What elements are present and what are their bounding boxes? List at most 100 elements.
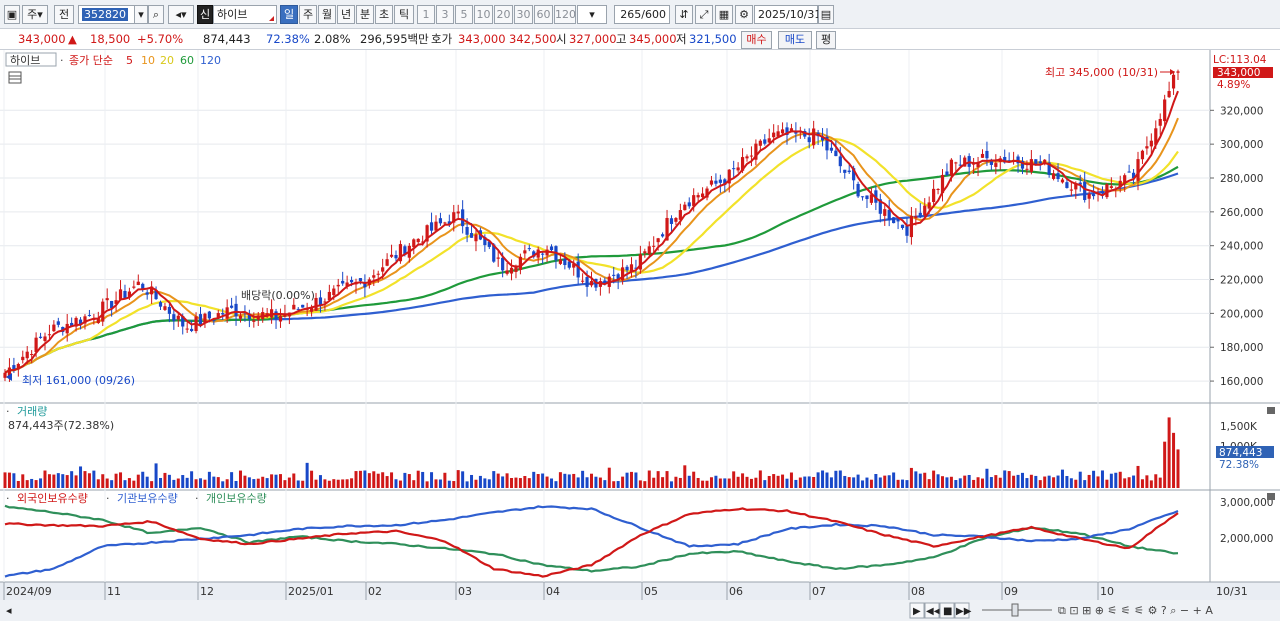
candle-body bbox=[740, 157, 745, 171]
candle-body bbox=[421, 241, 425, 243]
candle-body bbox=[332, 288, 336, 296]
candle-body bbox=[923, 205, 927, 216]
volume-bar bbox=[190, 471, 194, 488]
low-arrow-icon bbox=[6, 373, 12, 381]
period-tab-minute[interactable]: 분 bbox=[356, 5, 374, 24]
buy-button[interactable]: 매수 bbox=[741, 31, 772, 49]
sound-icon[interactable]: ◂▾ bbox=[168, 5, 194, 24]
volume-bar bbox=[243, 475, 247, 488]
candle-body bbox=[621, 267, 625, 281]
stop-button[interactable] bbox=[939, 602, 955, 619]
zoom-slider-handle[interactable] bbox=[1011, 603, 1019, 617]
volume-bar bbox=[550, 478, 554, 488]
candle-body bbox=[1167, 91, 1171, 98]
candle-body bbox=[558, 259, 562, 264]
period-tab-tick[interactable]: 틱 bbox=[394, 5, 414, 24]
code-dropdown-icon[interactable]: ▾ bbox=[134, 5, 148, 24]
calendar-icon[interactable]: ▤ bbox=[818, 5, 834, 24]
volume-bar bbox=[332, 479, 336, 488]
expand-icon[interactable]: ⤢ bbox=[695, 5, 713, 24]
candle-body bbox=[309, 307, 314, 312]
interval-5[interactable]: 5 bbox=[455, 5, 473, 24]
grid-icon[interactable]: ▦ bbox=[715, 5, 733, 24]
chart-window-icon[interactable]: ▣ bbox=[4, 5, 20, 24]
volume-bar bbox=[963, 475, 967, 488]
date-field[interactable]: 2025/10/31 bbox=[754, 5, 821, 24]
period-tab-day[interactable]: 일 bbox=[280, 5, 298, 24]
play-button[interactable] bbox=[909, 602, 925, 619]
up-triangle-icon: ▲ bbox=[68, 32, 77, 46]
count-field[interactable]: 265/600 bbox=[614, 5, 670, 24]
stock-code-input[interactable]: 352820 bbox=[78, 5, 136, 24]
x-axis-tick-label: 08 bbox=[911, 585, 925, 598]
interval-120[interactable]: 120 bbox=[554, 5, 576, 24]
volume-bar bbox=[865, 477, 869, 488]
period-select[interactable]: 주▾ bbox=[22, 5, 48, 24]
candle-body bbox=[349, 279, 354, 283]
candle-body bbox=[625, 266, 629, 271]
interval-1[interactable]: 1 bbox=[417, 5, 435, 24]
volume-bar bbox=[52, 474, 56, 488]
price-y-axis: 320,000 300,000 280,000 260,000 240,000 220,0… bbox=[1210, 105, 1263, 388]
toolbar-bottom-icons[interactable]: ⧉ ⊡ ⊞ ⊕ ⚟ ⚟ ⚟ ⚙ ? ⌕ − + A bbox=[1058, 604, 1213, 617]
volume-bar bbox=[216, 477, 220, 488]
open-price: 327,000 bbox=[569, 32, 617, 46]
volume-bar bbox=[1065, 476, 1069, 488]
stock-chart[interactable]: 320,000 300,000 280,000 260,000 240,000 220,0… bbox=[0, 50, 1280, 621]
candle-body bbox=[732, 168, 736, 170]
interval-3[interactable]: 3 bbox=[436, 5, 454, 24]
volume-bar bbox=[110, 480, 114, 488]
period-tab-year[interactable]: 년 bbox=[337, 5, 355, 24]
candle-body bbox=[656, 238, 660, 243]
compare-icon[interactable]: ⇵ bbox=[675, 5, 693, 24]
volume-bar bbox=[1052, 477, 1056, 488]
volume-bar bbox=[394, 479, 398, 488]
candle-body bbox=[1109, 186, 1113, 188]
volume-bar bbox=[452, 481, 456, 488]
volume-bar bbox=[412, 480, 416, 488]
volume-bar bbox=[741, 473, 745, 488]
volume-bar bbox=[847, 477, 851, 488]
period-tab-second[interactable]: 초 bbox=[375, 5, 393, 24]
volume-bar bbox=[869, 479, 873, 488]
candle-body bbox=[936, 188, 940, 191]
holding-panel-close-icon[interactable] bbox=[1267, 493, 1275, 500]
interval-60[interactable]: 60 bbox=[534, 5, 553, 24]
chart-canvas[interactable]: 320,000 300,000 280,000 260,000 240,000 220,0… bbox=[0, 50, 1280, 621]
volume-bar bbox=[119, 472, 123, 488]
eval-button[interactable]: 평 bbox=[816, 31, 836, 49]
search-icon[interactable]: ⌕ bbox=[148, 5, 164, 24]
table-icon[interactable] bbox=[8, 71, 22, 84]
interval-10[interactable]: 10 bbox=[474, 5, 493, 24]
candle-body bbox=[425, 225, 429, 242]
gear-icon[interactable]: ⚙ bbox=[735, 5, 753, 24]
stock-name-field[interactable]: 하이브 bbox=[213, 5, 277, 24]
candle-body bbox=[216, 313, 220, 319]
volume-bar bbox=[443, 472, 447, 488]
interval-30[interactable]: 30 bbox=[514, 5, 533, 24]
candle-body bbox=[252, 320, 256, 322]
prev-button[interactable]: 전 bbox=[54, 5, 74, 24]
forward-button[interactable] bbox=[954, 602, 970, 619]
candle-body bbox=[96, 318, 100, 324]
interval-20[interactable]: 20 bbox=[494, 5, 513, 24]
volume-bar bbox=[612, 481, 616, 488]
volume-bar bbox=[61, 474, 65, 488]
volume-bar bbox=[563, 473, 567, 488]
candle-body bbox=[958, 164, 962, 166]
volume-bar bbox=[274, 474, 278, 488]
volume-bar bbox=[203, 479, 207, 488]
period-tab-week[interactable]: 주 bbox=[299, 5, 317, 24]
rewind-button[interactable] bbox=[924, 602, 940, 619]
candle-body bbox=[647, 246, 651, 255]
scroll-left-icon[interactable]: ◂ bbox=[6, 604, 12, 617]
period-tab-month[interactable]: 월 bbox=[318, 5, 336, 24]
volume-bar bbox=[1083, 480, 1087, 488]
candle-body bbox=[1127, 171, 1131, 173]
volume-bar bbox=[1096, 476, 1100, 488]
interval-custom-select[interactable]: ▾ bbox=[577, 5, 607, 24]
volume-panel-close-icon[interactable] bbox=[1267, 407, 1275, 414]
candle-body bbox=[514, 266, 518, 272]
sell-button[interactable]: 매도 bbox=[778, 31, 812, 49]
volume-bar bbox=[39, 478, 43, 488]
